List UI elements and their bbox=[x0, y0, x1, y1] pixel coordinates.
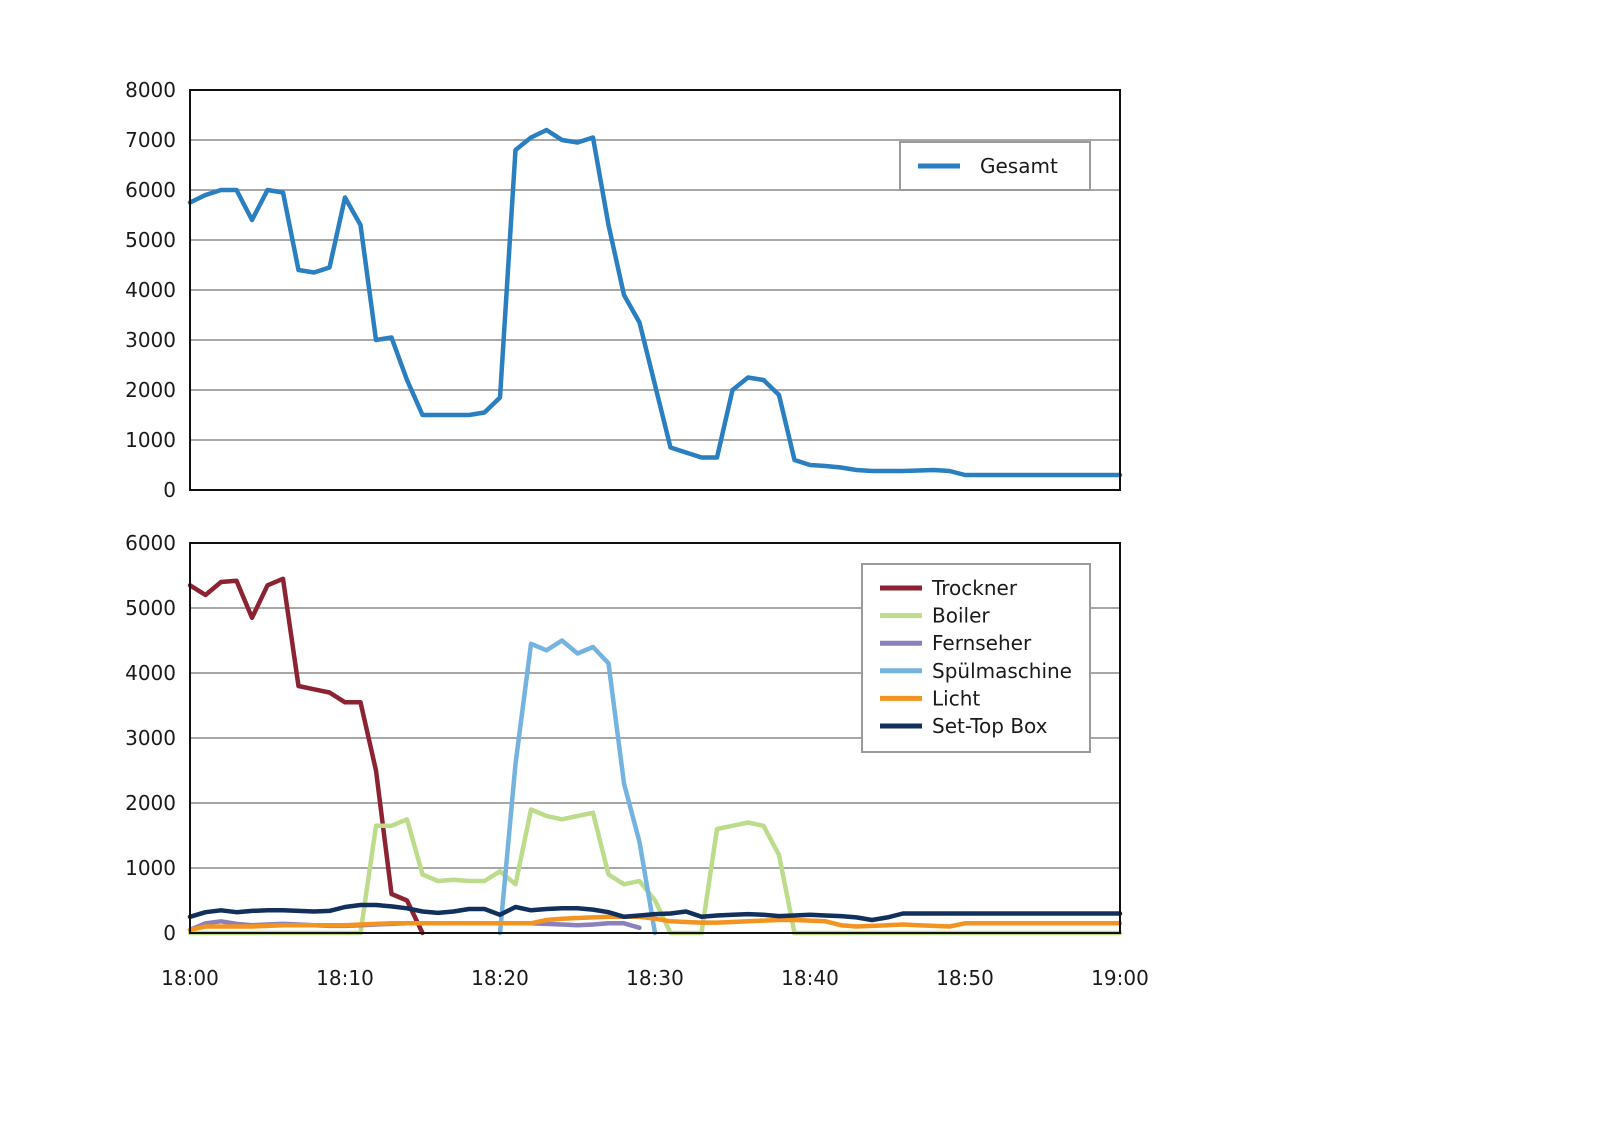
series-line-set-top-box bbox=[187, 902, 1123, 923]
y-tick-label: 3000 bbox=[125, 726, 176, 750]
chart-appliances-y-ticks: 0 1000 2000 3000 4000 5000 6000 bbox=[125, 531, 176, 945]
y-tick-label: 5000 bbox=[125, 596, 176, 620]
chart-gesamt-grid bbox=[190, 139, 1120, 441]
y-tick-label: 4000 bbox=[125, 278, 176, 302]
legend-label-spuelmaschine: Spülmaschine bbox=[932, 659, 1072, 683]
chart-appliances-legend: Trockner Boiler Fernseher Spülmaschine Licht… bbox=[861, 563, 1091, 753]
x-tick-label: 18:30 bbox=[626, 966, 684, 990]
y-tick-label: 6000 bbox=[125, 178, 176, 202]
legend-label-fernseher: Fernseher bbox=[932, 631, 1032, 655]
x-tick-label: 18:20 bbox=[471, 966, 529, 990]
legend-label-boiler: Boiler bbox=[932, 604, 990, 628]
legend-label-set-top-box: Set-Top Box bbox=[932, 714, 1048, 738]
y-tick-label: 2000 bbox=[125, 791, 176, 815]
chart-gesamt-frame bbox=[189, 89, 1121, 491]
chart-gesamt-y-ticks: 0 1000 2000 3000 4000 5000 6000 7000 8000 bbox=[125, 78, 176, 502]
legend-label-gesamt: Gesamt bbox=[980, 154, 1058, 178]
x-axis-tick-labels: 18:00 18:10 18:20 18:30 18:40 18:50 19:00 bbox=[161, 966, 1149, 990]
y-tick-label: 3000 bbox=[125, 328, 176, 352]
chart-appliances-frame bbox=[189, 542, 1121, 934]
legend-label-trockner: Trockner bbox=[931, 576, 1018, 600]
chart-gesamt: 0 1000 2000 3000 4000 5000 6000 7000 8000 Gesamt bbox=[125, 78, 1123, 502]
y-tick-label: 4000 bbox=[125, 661, 176, 685]
series-line-spuelmaschine bbox=[497, 638, 658, 936]
series-line-gesamt bbox=[187, 127, 1123, 478]
x-tick-label: 18:40 bbox=[781, 966, 839, 990]
x-tick-label: 18:10 bbox=[316, 966, 374, 990]
legend-label-licht: Licht bbox=[932, 686, 980, 710]
y-tick-label: 8000 bbox=[125, 78, 176, 102]
y-tick-label: 2000 bbox=[125, 378, 176, 402]
y-tick-label: 7000 bbox=[125, 128, 176, 152]
series-line-trockner bbox=[187, 576, 425, 936]
y-tick-label: 5000 bbox=[125, 228, 176, 252]
chart-appliances: 0 1000 2000 3000 4000 5000 6000 Trockner Boiler… bbox=[125, 531, 1123, 945]
y-tick-label: 0 bbox=[163, 478, 176, 502]
x-tick-label: 18:50 bbox=[936, 966, 994, 990]
y-tick-label: 1000 bbox=[125, 428, 176, 452]
legend-box bbox=[861, 563, 1091, 753]
chart-gesamt-lines bbox=[187, 127, 1123, 478]
chart-gesamt-legend: Gesamt bbox=[899, 141, 1091, 191]
x-tick-label: 19:00 bbox=[1091, 966, 1149, 990]
y-tick-label: 6000 bbox=[125, 531, 176, 555]
series-line-licht bbox=[187, 914, 1123, 933]
x-tick-label: 18:00 bbox=[161, 966, 219, 990]
y-tick-label: 1000 bbox=[125, 856, 176, 880]
y-tick-label: 0 bbox=[163, 921, 176, 945]
